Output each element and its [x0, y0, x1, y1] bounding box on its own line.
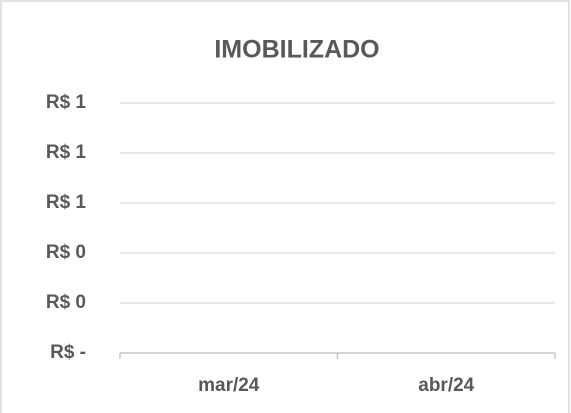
chart-title: IMOBILIZADO	[214, 36, 379, 64]
y-tick-label: R$ 0	[46, 292, 86, 313]
y-tick-label: R$ 1	[46, 192, 87, 213]
y-tick-label: R$ 1	[46, 92, 87, 113]
x-tick-label: mar/24	[198, 375, 260, 396]
x-tick-label: abr/24	[418, 375, 474, 396]
y-tick-label: R$ 0	[46, 242, 86, 263]
y-tick-label: R$ -	[50, 342, 86, 363]
y-tick-label: R$ 1	[46, 142, 87, 163]
